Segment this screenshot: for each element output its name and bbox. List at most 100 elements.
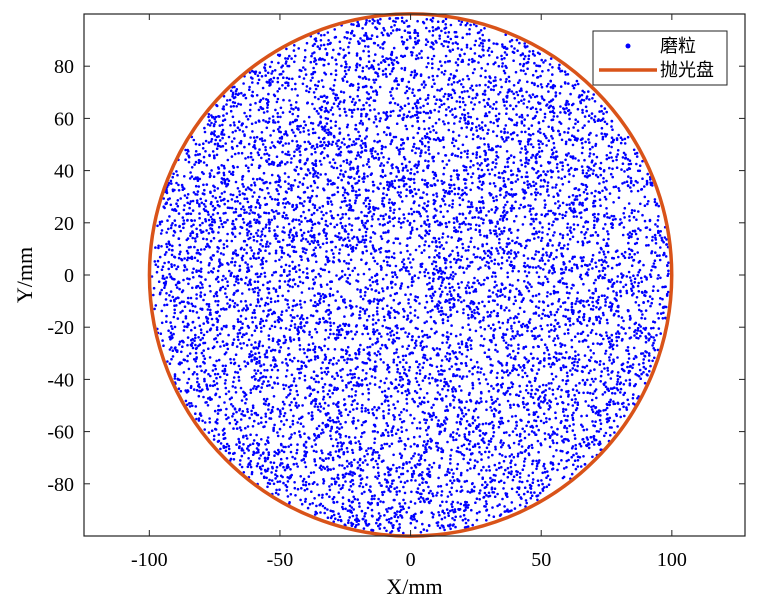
abrasive-point — [389, 209, 392, 212]
abrasive-point — [216, 200, 219, 203]
abrasive-point — [482, 495, 486, 499]
abrasive-point — [434, 260, 438, 264]
abrasive-point — [429, 130, 432, 134]
abrasive-point — [478, 224, 481, 227]
abrasive-point — [490, 420, 494, 424]
abrasive-point — [486, 49, 490, 52]
abrasive-point — [266, 281, 270, 284]
abrasive-point — [357, 384, 361, 388]
abrasive-point — [575, 79, 579, 83]
abrasive-point — [280, 265, 283, 269]
abrasive-point — [345, 125, 349, 129]
abrasive-point — [340, 355, 343, 359]
abrasive-point — [251, 288, 255, 291]
abrasive-point — [605, 331, 608, 334]
abrasive-point — [349, 299, 352, 303]
abrasive-point — [429, 294, 432, 298]
abrasive-point — [239, 386, 243, 390]
abrasive-point — [441, 387, 444, 391]
abrasive-point — [295, 462, 298, 466]
abrasive-point — [594, 261, 597, 265]
abrasive-point — [516, 134, 519, 137]
abrasive-point — [608, 359, 611, 362]
abrasive-point — [660, 239, 664, 242]
abrasive-point — [167, 240, 171, 243]
abrasive-point — [463, 406, 467, 410]
abrasive-point — [478, 37, 482, 40]
abrasive-point — [451, 524, 455, 527]
abrasive-point — [589, 168, 593, 171]
abrasive-point — [364, 234, 368, 238]
abrasive-point — [547, 433, 550, 436]
abrasive-point — [640, 372, 643, 376]
abrasive-point — [256, 280, 260, 284]
abrasive-point — [327, 39, 330, 42]
abrasive-point — [267, 157, 271, 161]
abrasive-point — [465, 375, 469, 378]
abrasive-point — [510, 415, 514, 418]
abrasive-point — [358, 484, 361, 488]
abrasive-point — [316, 374, 319, 378]
abrasive-point — [551, 272, 554, 275]
abrasive-point — [432, 129, 436, 132]
abrasive-point — [284, 357, 288, 361]
abrasive-point — [197, 251, 201, 255]
abrasive-point — [366, 175, 369, 178]
abrasive-point — [249, 433, 252, 437]
abrasive-point — [365, 325, 369, 329]
abrasive-point — [514, 70, 518, 74]
abrasive-point — [438, 60, 442, 63]
abrasive-point — [650, 301, 653, 305]
abrasive-point — [257, 448, 260, 452]
abrasive-point — [621, 156, 625, 159]
abrasive-point — [359, 295, 363, 298]
abrasive-point — [158, 222, 162, 226]
abrasive-point — [383, 29, 386, 32]
abrasive-point — [339, 100, 342, 103]
abrasive-point — [327, 336, 331, 339]
abrasive-point — [506, 475, 510, 479]
abrasive-point — [264, 443, 267, 446]
abrasive-point — [403, 447, 407, 451]
abrasive-point — [438, 245, 442, 249]
abrasive-point — [537, 130, 540, 133]
abrasive-point — [418, 302, 421, 305]
abrasive-point — [568, 229, 572, 232]
abrasive-point — [183, 257, 186, 260]
abrasive-point — [412, 454, 415, 458]
abrasive-point — [479, 266, 482, 269]
abrasive-point — [217, 144, 221, 148]
abrasive-point — [493, 407, 496, 411]
abrasive-point — [563, 244, 566, 247]
abrasive-point — [485, 494, 488, 497]
abrasive-point — [523, 450, 527, 453]
abrasive-point — [295, 451, 299, 455]
abrasive-point — [633, 229, 637, 233]
abrasive-point — [352, 97, 355, 101]
abrasive-point — [356, 40, 360, 43]
abrasive-point — [314, 380, 318, 384]
abrasive-point — [285, 369, 289, 372]
abrasive-point — [278, 125, 282, 129]
abrasive-point — [237, 120, 241, 123]
abrasive-point — [326, 516, 330, 519]
abrasive-point — [498, 91, 502, 94]
abrasive-point — [169, 203, 173, 207]
abrasive-point — [184, 158, 187, 161]
abrasive-point — [287, 142, 291, 145]
abrasive-point — [419, 495, 423, 499]
abrasive-point — [423, 450, 426, 454]
abrasive-point — [252, 387, 255, 390]
abrasive-point — [199, 248, 203, 251]
abrasive-point — [423, 144, 427, 148]
abrasive-point — [564, 210, 568, 214]
abrasive-point — [377, 512, 381, 515]
abrasive-point — [643, 195, 647, 199]
abrasive-point — [454, 351, 457, 354]
abrasive-point — [637, 271, 640, 274]
abrasive-point — [543, 262, 547, 266]
abrasive-point — [260, 238, 263, 242]
abrasive-point — [259, 204, 262, 207]
abrasive-point — [558, 212, 561, 216]
abrasive-point — [485, 408, 488, 412]
